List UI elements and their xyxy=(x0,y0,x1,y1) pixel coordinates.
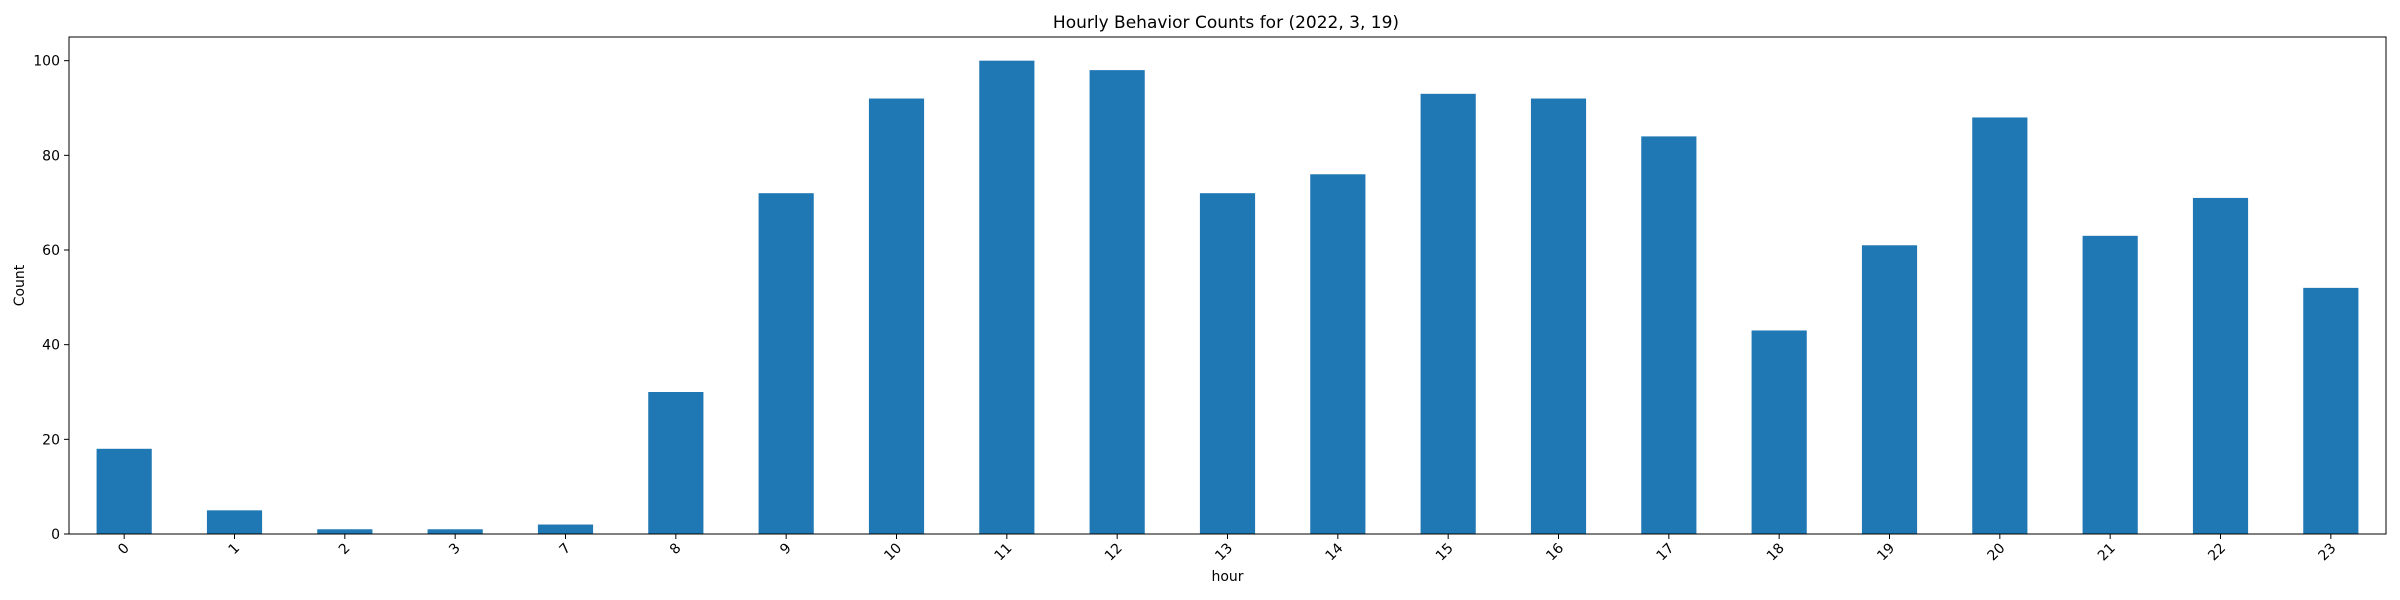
x-tick-label: 22 xyxy=(2205,540,2229,564)
chart-title: Hourly Behavior Counts for (2022, 3, 19) xyxy=(1053,13,1399,33)
bar-hour-15 xyxy=(1420,93,1476,535)
x-tick-label: 10 xyxy=(881,540,905,564)
x-tick-label: 16 xyxy=(1543,540,1567,564)
bar-hour-23 xyxy=(2303,287,2359,534)
x-tick-label: 15 xyxy=(1433,540,1457,564)
x-tick-label: 3 xyxy=(446,540,464,558)
y-axis: 0 20 40 60 80 100 xyxy=(33,54,69,543)
bar-hour-11 xyxy=(979,60,1035,535)
y-axis-label: Count xyxy=(12,264,28,306)
bar-hour-1 xyxy=(206,510,263,534)
x-tick-label: 9 xyxy=(777,540,795,558)
bar-hour-14 xyxy=(1310,174,1366,534)
bar-hour-7 xyxy=(537,524,594,534)
x-tick-label: 13 xyxy=(1212,540,1236,564)
bar-hour-2 xyxy=(317,529,373,534)
y-tick-label: 80 xyxy=(42,148,60,164)
bar-hour-21 xyxy=(2082,235,2138,535)
x-tick-label: 2 xyxy=(336,540,354,558)
y-tick-label: 20 xyxy=(42,432,60,448)
bar-hour-12 xyxy=(1089,70,1145,534)
x-tick-label: 0 xyxy=(115,540,133,558)
x-axis: 0 1 2 3 7 8 9 10 11 12 13 14 15 16 17 18 19 20 21 22 23 xyxy=(115,534,2339,564)
x-tick-label: 1 xyxy=(226,540,244,558)
bar-hour-10 xyxy=(868,98,925,534)
x-tick-label: 20 xyxy=(1985,540,2009,564)
x-tick-label: 17 xyxy=(1654,540,1678,564)
x-tick-label: 7 xyxy=(557,540,575,558)
bar-hour-19 xyxy=(1861,245,1918,534)
y-tick-label: 60 xyxy=(42,243,60,259)
bars-group xyxy=(96,60,2359,535)
bar-hour-3 xyxy=(427,529,483,534)
x-tick-label: 8 xyxy=(667,540,685,558)
bar-hour-9 xyxy=(758,193,814,534)
bar-hour-18 xyxy=(1751,330,1807,534)
bar-hour-22 xyxy=(2192,197,2249,534)
x-tick-label: 11 xyxy=(992,540,1016,564)
plot-frame xyxy=(68,36,2387,535)
bar-hour-20 xyxy=(1972,117,2028,534)
bar-hour-0 xyxy=(96,448,152,534)
bar-hour-17 xyxy=(1641,136,1697,534)
y-tick-label: 100 xyxy=(33,54,60,70)
bar-hour-13 xyxy=(1199,193,1256,534)
x-tick-label: 18 xyxy=(1764,540,1788,564)
y-tick-label: 0 xyxy=(51,527,60,543)
x-tick-label: 19 xyxy=(1874,540,1898,564)
x-tick-label: 14 xyxy=(1323,540,1347,564)
bar-hour-16 xyxy=(1530,98,1587,534)
x-tick-label: 12 xyxy=(1102,540,1126,564)
x-tick-label: 21 xyxy=(2095,540,2119,564)
x-axis-label: hour xyxy=(1211,569,1243,585)
x-tick-label: 23 xyxy=(2316,540,2340,564)
y-tick-label: 40 xyxy=(42,338,60,354)
bar-hour-8 xyxy=(648,392,704,534)
